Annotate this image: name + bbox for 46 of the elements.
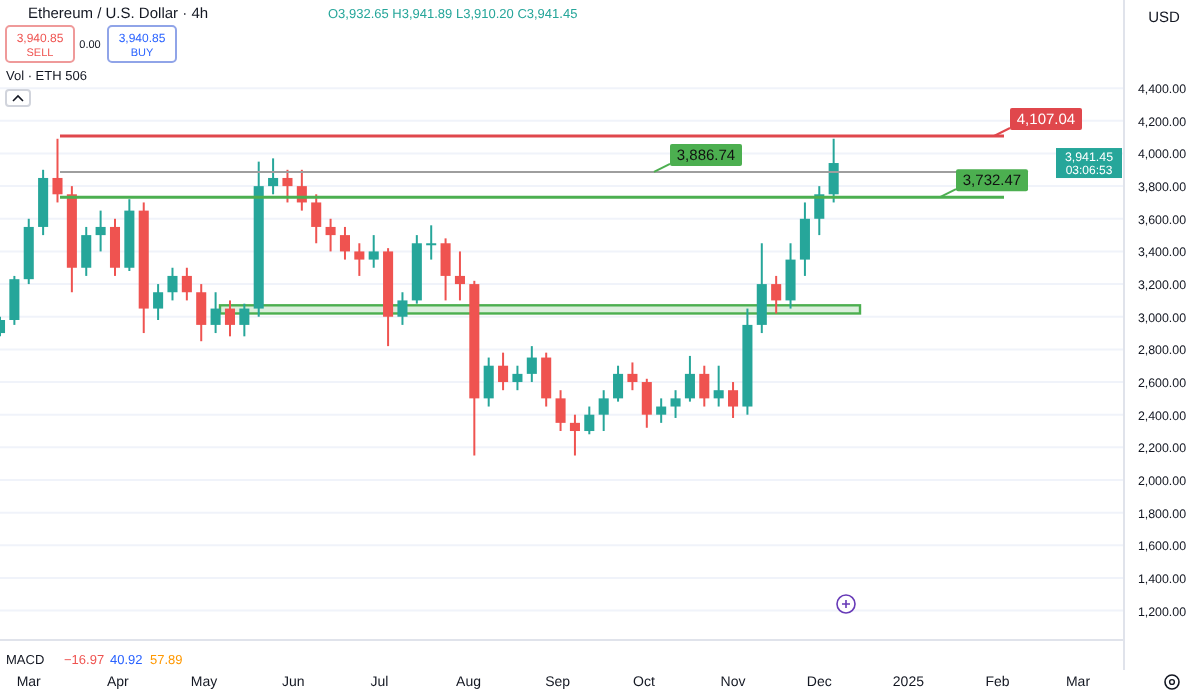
candlestick: [325, 217, 336, 253]
candlestick: [397, 291, 408, 326]
candlestick: [526, 345, 537, 384]
candlestick: [584, 405, 595, 436]
candlestick: [181, 266, 192, 302]
candlestick: [656, 397, 667, 424]
candlestick: [828, 137, 839, 204]
candlestick: [311, 193, 322, 245]
candlestick: [224, 299, 236, 338]
candlestick: [153, 283, 164, 321]
candlestick: [541, 351, 552, 408]
candlestick: [81, 225, 92, 277]
candlestick: [339, 225, 350, 261]
candlestick: [684, 354, 695, 403]
candlestick: [440, 237, 451, 302]
candlestick: [512, 364, 523, 392]
candlestick: [598, 389, 609, 433]
candlestick: [670, 389, 681, 419]
candlestick: [282, 168, 293, 204]
candlestick: [210, 291, 221, 335]
candlestick: [9, 274, 20, 326]
candlestick: [268, 157, 279, 196]
candlestick: [756, 242, 767, 335]
candlestick: [426, 224, 437, 261]
candlestick: [498, 351, 509, 392]
candlestick: [454, 250, 465, 302]
candlestick: [52, 137, 63, 204]
candlestick: [799, 201, 810, 277]
candlestick: [196, 283, 207, 343]
candlestick: [95, 209, 106, 253]
candlestick: [368, 234, 379, 269]
candlestick: [569, 413, 580, 457]
candlestick: [641, 377, 652, 429]
candlestick: [613, 364, 624, 403]
candlestick: [167, 266, 178, 302]
candlestick: [771, 274, 782, 315]
candlestick: [109, 217, 121, 277]
candlestick: [699, 364, 710, 408]
candlestick: [785, 242, 796, 310]
candlestick: [483, 356, 494, 408]
candlestick: [555, 389, 566, 433]
candlestick: [728, 381, 739, 419]
candlestick: [354, 242, 365, 277]
candlestick: [239, 302, 250, 338]
candlestick: [713, 364, 724, 408]
candlestick: [627, 361, 638, 392]
